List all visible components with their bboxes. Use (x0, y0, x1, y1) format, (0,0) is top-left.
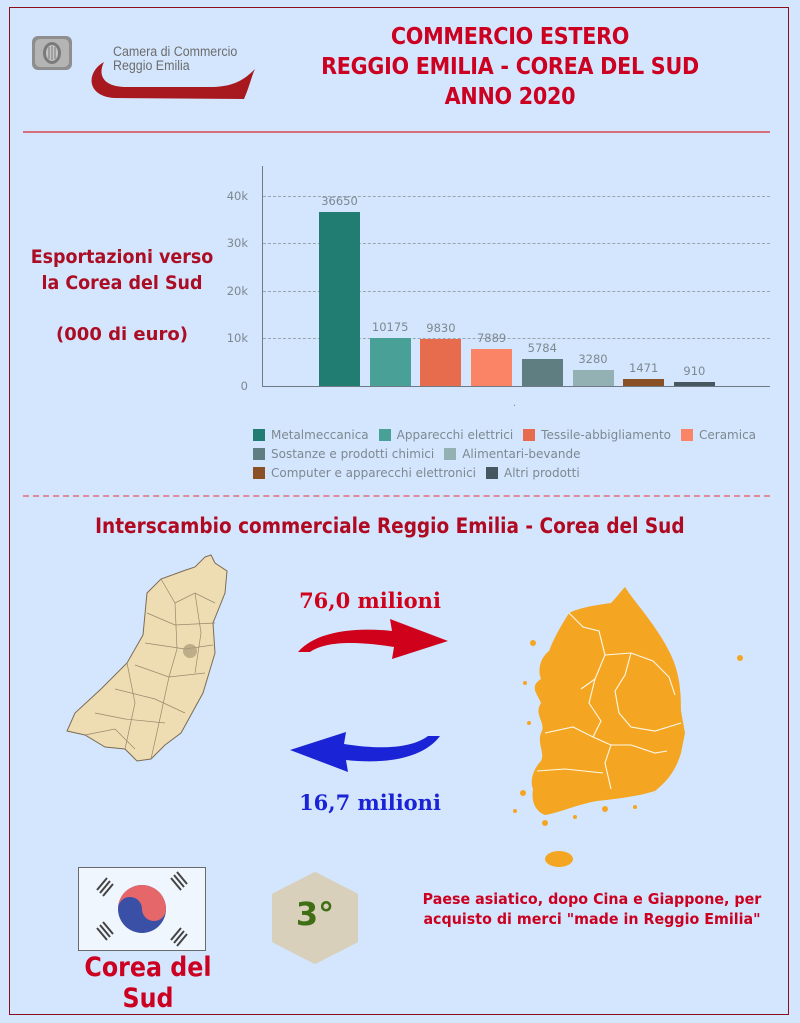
y-tick: 0 (240, 379, 248, 393)
logo-text: Camera di Commercio Reggio Emilia (113, 45, 237, 73)
bar[interactable] (420, 339, 462, 386)
logo-line-1: Camera di Commercio (113, 44, 238, 59)
legend-item-alimentari[interactable]: Alimentari-bevande (444, 446, 581, 461)
interchange-title: Interscambio commerciale Reggio Emilia -… (40, 514, 740, 538)
section-divider (23, 495, 770, 497)
gridline-10k (263, 338, 770, 339)
y-tick: 40k (226, 189, 248, 203)
legend-label: Computer e apparecchi elettronici (271, 465, 477, 480)
rank-description-line-1: Paese asiatico, dopo Cina e Giappone, pe… (422, 890, 762, 908)
chart-label-line-2: la Corea del Sud (41, 272, 203, 294)
legend-label: Tessile-abbigliamento (541, 427, 671, 442)
bar-value-label: 910 (683, 363, 706, 378)
legend-item-computer[interactable]: Computer e apparecchi elettronici (253, 466, 476, 480)
import-amount: 16,7 milioni (299, 790, 441, 815)
chart-label-line-1: Esportazioni verso (30, 246, 214, 268)
rank-description-line-2: acquisto di merci "made in Reggio Emilia… (423, 910, 761, 928)
y-tick: 10k (226, 331, 248, 345)
bar-value-label: 7889 (476, 330, 507, 345)
export-arrow-icon (296, 617, 448, 659)
bar-value-label: 3280 (578, 352, 608, 367)
bar-value-label: 9830 (426, 321, 456, 336)
hexagon-icon (272, 872, 358, 964)
bar[interactable] (623, 379, 665, 386)
export-amount: 76,0 milioni (299, 588, 441, 613)
bar[interactable] (572, 370, 614, 386)
gridline-40k (263, 196, 770, 197)
y-tick: 20k (226, 284, 248, 298)
bar-value-label: 5784 (527, 340, 557, 355)
logo-swoosh-icon (84, 60, 256, 102)
legend-row: Computer e apparecchi elettronici Altri … (253, 463, 783, 482)
legend-swatch (523, 428, 536, 441)
legend-label: Altri prodotti (504, 465, 580, 480)
legend-swatch (253, 447, 265, 460)
chart-legend: Metalmeccanica Apparecchi elettrici Tess… (253, 425, 783, 482)
legend-swatch (444, 447, 457, 460)
legend-label: Sostanze e prodotti chimici (271, 446, 435, 461)
gridline-30k (263, 243, 770, 244)
legend-swatch (253, 466, 265, 479)
bar[interactable] (673, 381, 715, 386)
legend-item-tessile[interactable]: Tessile-abbigliamento (523, 428, 671, 442)
title-line-1: COMMERCIO ESTERO (390, 24, 630, 50)
x-axis (262, 386, 770, 387)
gridline-20k (263, 291, 770, 292)
import-arrow-icon (290, 732, 442, 774)
legend-item-altri[interactable]: Altri prodotti (486, 466, 580, 480)
bar-value-label: 10175 (371, 319, 409, 334)
legend-label: Ceramica (699, 427, 757, 442)
legend-item-ceramica[interactable]: Ceramica (681, 428, 756, 442)
bar[interactable] (471, 348, 513, 386)
title-line-3: ANNO 2020 (444, 84, 576, 110)
bar[interactable] (319, 211, 360, 386)
bar[interactable] (369, 337, 411, 386)
country-name-text: Corea del Sud (84, 952, 212, 1014)
y-tick: 30k (226, 236, 248, 250)
bar-value-label: 1471 (629, 361, 659, 375)
legend-swatch (253, 428, 265, 441)
interchange-title-text: Interscambio commerciale Reggio Emilia -… (95, 514, 685, 538)
legend-swatch (378, 428, 391, 441)
rank-value: 3° (295, 895, 335, 933)
chart-label: Esportazioni verso la Corea del Sud (14, 244, 230, 296)
legend-row: Sostanze e prodotti chimici Alimentari-b… (253, 444, 783, 463)
rank-description: Paese asiatico, dopo Cina e Giappone, pe… (388, 889, 796, 929)
x-axis-label: . (513, 398, 517, 409)
header-divider (23, 131, 770, 133)
bar[interactable] (521, 358, 563, 386)
bar-value-label: 36650 (321, 193, 358, 208)
page-frame (9, 7, 789, 1015)
title-line-2: REGGIO EMILIA - COREA DEL SUD (321, 54, 699, 80)
legend-row: Metalmeccanica Apparecchi elettrici Tess… (253, 425, 783, 444)
reggio-emilia-map-icon (65, 553, 230, 763)
country-name: Corea del Sud (48, 952, 248, 1014)
legend-label: Metalmeccanica (271, 427, 369, 442)
south-korea-map-icon (485, 583, 745, 873)
page-title: COMMERCIO ESTERO REGGIO EMILIA - COREA D… (270, 22, 750, 112)
legend-label: Apparecchi elettrici (396, 427, 514, 442)
legend-item-apparecchi-elettrici[interactable]: Apparecchi elettrici (378, 427, 514, 442)
south-korea-flag-icon (78, 867, 206, 951)
legend-swatch (681, 428, 693, 441)
legend-item-sostanze-chimici[interactable]: Sostanze e prodotti chimici (253, 447, 434, 461)
rank-badge: 3° (270, 871, 360, 965)
legend-item-metalmeccanica[interactable]: Metalmeccanica (253, 428, 369, 442)
y-axis (262, 166, 263, 387)
legend-swatch (486, 466, 499, 479)
legend-label: Alimentari-bevande (462, 446, 581, 461)
unit-label: (000 di euro) (56, 324, 188, 345)
logo-line-2: Reggio Emilia (113, 58, 190, 73)
crest-logo-icon (30, 34, 74, 72)
